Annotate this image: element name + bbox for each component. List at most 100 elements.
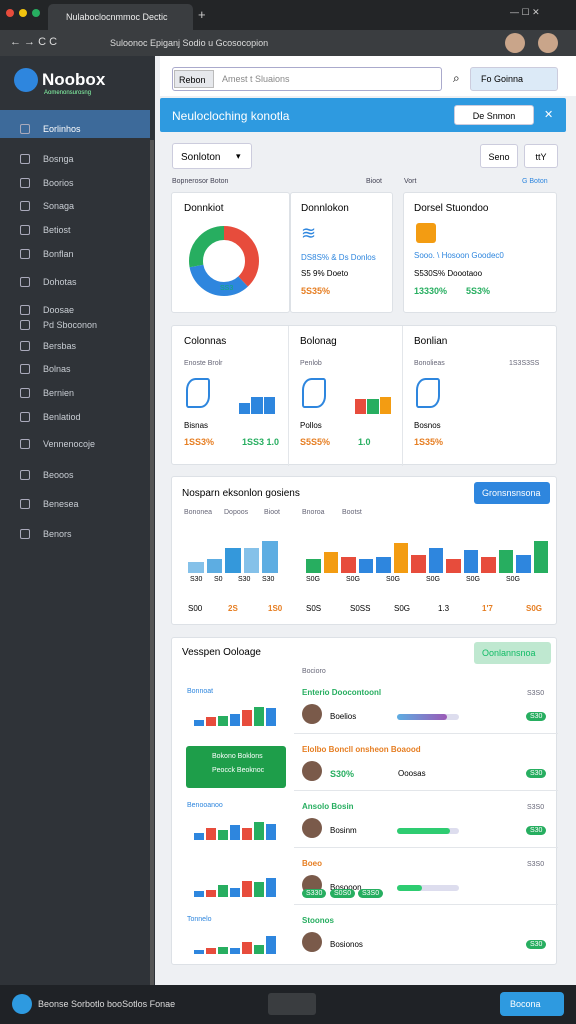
avatar [302, 761, 322, 781]
column-header: Bnoroa [302, 509, 325, 516]
donut [189, 226, 259, 296]
sidebar: Noobox Aomenonsurosng Eorlinhos Bosnga Boo… [0, 56, 155, 985]
sidebar-item[interactable]: Eorlinhos [43, 124, 81, 134]
button[interactable]: Seno [480, 144, 518, 168]
icon [416, 378, 440, 408]
bar [218, 885, 228, 897]
bottom-button[interactable]: Bocona [500, 992, 564, 1016]
card-sub: 1S3S3SS [509, 360, 540, 367]
bar-label: S30 [190, 576, 203, 583]
sidebar-item[interactable]: Boorios [43, 178, 74, 188]
sidebar-item[interactable]: Bolnas [43, 364, 71, 374]
sidebar-icon [20, 225, 30, 235]
column-header: Bioot [264, 509, 280, 516]
bar-chart [194, 867, 276, 897]
tab[interactable]: Nulaboclocnmmoc Dectic [48, 4, 193, 30]
row-label: Vort [404, 178, 417, 185]
sidebar-item[interactable]: Dohotas [43, 277, 77, 287]
sidebar-item[interactable]: Doosae [43, 305, 75, 315]
sidebar-icon [20, 277, 30, 287]
foot: S0SS [350, 604, 371, 613]
callout-text: Peocck Beoknoc [212, 767, 265, 774]
panel-button[interactable]: Gronsnsnsona [474, 482, 550, 504]
sidebar-item[interactable]: Pd Sboconon [43, 320, 98, 330]
logo-sub: Aomenonsurosng [44, 90, 92, 96]
pill: S30 [526, 769, 547, 778]
bar [481, 556, 496, 573]
filter[interactable]: Rebon [174, 70, 214, 88]
bar [498, 550, 513, 573]
sidebar-item[interactable]: Beooos [43, 470, 74, 480]
row-title: Stoonos [302, 916, 334, 925]
sidebar-item[interactable]: Bernien [43, 388, 75, 398]
column-header: Bononea [184, 509, 213, 516]
sidebar-item[interactable]: Benors [43, 529, 72, 539]
sidebar-item[interactable]: Betiost [43, 225, 71, 235]
sidebar-item[interactable]: Bersbas [43, 341, 77, 351]
sidebar-icon [20, 201, 30, 211]
avatar [302, 704, 322, 724]
sidebar-item[interactable]: Bosnga [43, 154, 74, 164]
bar [225, 547, 241, 573]
sidebar-icon [20, 154, 30, 164]
bottom-text: Beonse Sorbotlo booSotlos Fonae [38, 999, 176, 1009]
sidebar-item[interactable]: Sonaga [43, 201, 75, 211]
button[interactable]: ttY [524, 144, 558, 168]
row-label: G Boton [522, 178, 548, 185]
panel-button[interactable]: Oonlannsnoa [474, 642, 551, 664]
bar [376, 556, 391, 573]
foot: 2S [228, 604, 238, 613]
text: S5 9% Doeto [301, 269, 349, 278]
bar [266, 708, 276, 726]
sidebar-icon [20, 499, 30, 509]
foot: 1S0 [268, 604, 283, 613]
bar [367, 398, 379, 414]
card-title: Donnkiot [184, 203, 224, 214]
sidebar-item[interactable]: Vennenocoje [43, 439, 96, 449]
card-sub: Bonolieas [414, 360, 445, 367]
pill: S30 [526, 712, 547, 721]
search-button[interactable]: Fo Goinna [470, 67, 558, 91]
bar [533, 540, 548, 573]
sidebar-icon [20, 124, 30, 134]
bar [194, 949, 204, 954]
pill: S3S0 [358, 889, 384, 898]
bar [411, 554, 426, 573]
sidebar-item[interactable]: Bonflan [43, 249, 74, 259]
bar [188, 561, 204, 573]
search-input[interactable]: Amest t Sluaions [222, 74, 290, 84]
bar [446, 559, 461, 573]
label: Bosnos [414, 421, 441, 430]
divider [294, 847, 558, 848]
bar [206, 828, 216, 840]
bar-chart [355, 386, 391, 414]
header: Bocioro [302, 668, 326, 675]
label: Bisnas [184, 421, 209, 430]
stat: 5S3% [466, 286, 491, 296]
bar [263, 397, 275, 414]
banner-button[interactable]: De Snmon [454, 105, 534, 125]
dropdown[interactable]: Sonloton [172, 143, 252, 169]
sidebar-item[interactable]: Benesea [43, 499, 79, 509]
card-title: Colonnas [184, 336, 227, 347]
bar [194, 891, 204, 897]
tab-bar: Nulaboclocnmmoc Dectic + — ☐ ✕ [0, 0, 576, 30]
url[interactable]: Suloonoc Epiganj Sodio u Gcosocopion [110, 38, 269, 48]
row-label: Bopnerosor Boton [172, 178, 229, 185]
bar-chart [194, 810, 276, 840]
card-row: Colonnas Enoste Brolr Bisnas 1SS3% 1SS3 1.0 B… [171, 325, 557, 466]
column-header: Dopoos [224, 509, 249, 516]
card-title: Dorsel Stuondoo [414, 203, 489, 214]
sidebar-item[interactable]: Benlatiod [43, 412, 81, 422]
row-name: Bosionos [330, 940, 363, 949]
bar [254, 945, 264, 954]
bar-chart [239, 386, 275, 414]
sidebar-icon [20, 178, 30, 188]
bar [206, 948, 216, 954]
bar-label: S0G [466, 576, 481, 583]
sidebar-icon [20, 305, 30, 315]
bar [428, 547, 443, 573]
row-name: Bosinm [330, 826, 357, 835]
sidebar-icon [20, 341, 30, 351]
bar-chart [194, 696, 276, 726]
